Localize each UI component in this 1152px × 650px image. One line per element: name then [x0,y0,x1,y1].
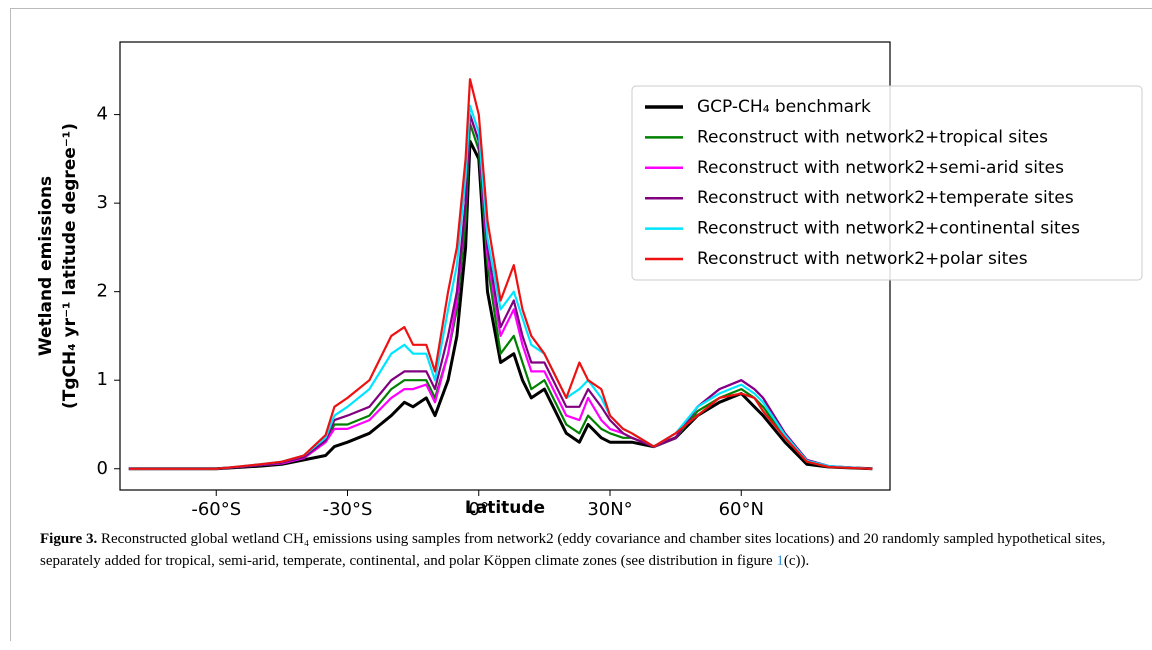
x-axis-label: Latitude [465,498,545,518]
caption-tail: (c)). [783,553,810,569]
caption-text: Reconstructed global wetland CH₄ emissio… [40,531,1106,569]
legend-label: Reconstruct with network2+polar sites [697,249,1028,269]
series-line [128,139,873,471]
y-axis-label-line: (TgCH₄ yr⁻¹ latitude degree⁻¹) [60,123,80,409]
y-tick-label: 4 [97,104,108,125]
series-line [128,113,873,470]
chart: Latitude Wetland emissions (TgCH₄ yr⁻¹ l… [36,41,1143,520]
x-tick-label: -30°S [323,499,373,520]
legend-label: GCP-CH₄ benchmark [697,97,871,117]
figure-ref[interactable]: 1 [776,553,784,569]
legend-label: Reconstruct with network2+semi-arid site… [697,158,1064,178]
caption-label: Figure 3. [40,531,98,547]
x-tick-label: 0° [469,499,489,520]
x-tick-label: -60°S [191,499,241,520]
y-axis-label-line: Wetland emissions [36,176,56,356]
legend-label: Reconstruct with network2+continental si… [697,219,1080,239]
figure-frame [10,8,1152,641]
y-tick-label: 1 [97,369,108,390]
legend-box [631,85,1143,281]
series-line [128,104,873,470]
y-tick-label: 3 [97,192,108,213]
series-line [128,78,873,470]
x-tick-label: 30N° [587,499,632,520]
legend-label: Reconstruct with network2+tropical sites [697,127,1048,147]
legend: GCP-CH₄ benchmark Reconstruct with networ… [631,85,1143,281]
y-axis-label: Wetland emissions (TgCH₄ yr⁻¹ latitude d… [36,123,80,409]
y-tick-label: 0 [97,458,108,479]
legend-label: Reconstruct with network2+temperate site… [697,188,1074,208]
caption: Figure 3. Reconstructed global wetland C… [40,528,1120,572]
y-tick-label: 2 [97,281,108,302]
x-tick-label: 60°N [719,499,764,520]
